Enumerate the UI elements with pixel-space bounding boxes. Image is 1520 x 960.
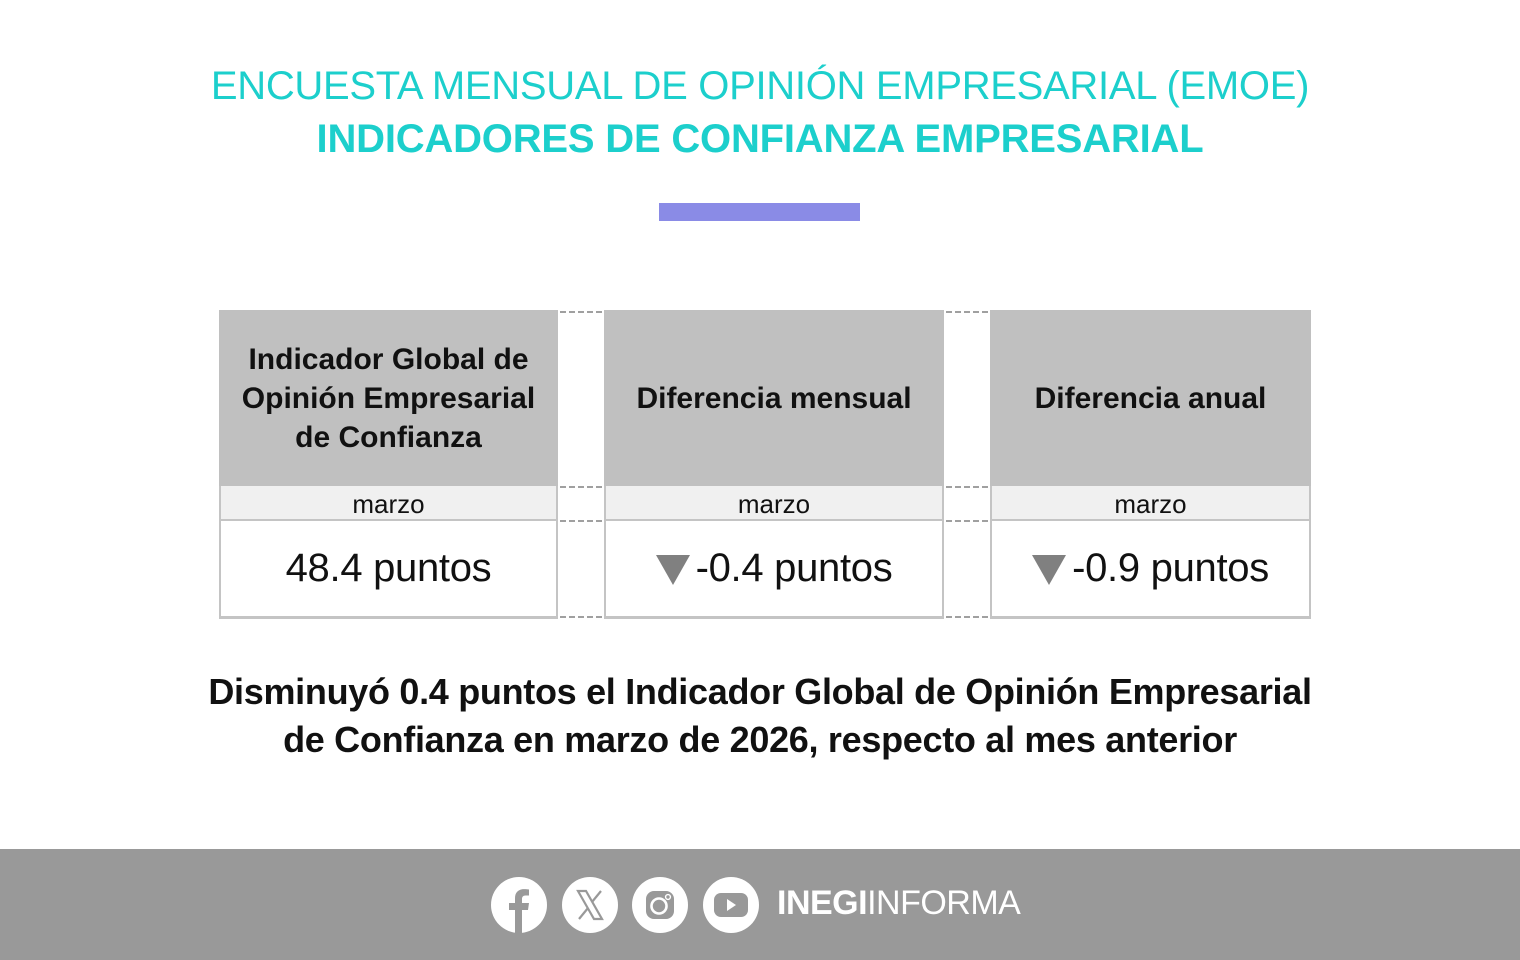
- column-month: marzo: [990, 486, 1311, 521]
- summary-line-1: Disminuyó 0.4 puntos el Indicador Global…: [208, 671, 1312, 712]
- page-subtitle: INDICADORES DE CONFIANZA EMPRESARIAL: [316, 117, 1204, 161]
- page-title: ENCUESTA MENSUAL DE OPINIÓN EMPRESARIAL …: [210, 64, 1310, 108]
- summary-line-2: de Confianza en marzo de 2026, respecto …: [283, 719, 1237, 760]
- column-header: Diferencia anual: [990, 310, 1311, 486]
- value-text: -0.9 puntos: [1072, 546, 1269, 590]
- brand-regular: INFORMA: [867, 884, 1021, 922]
- column-value: -0.9 puntos: [990, 521, 1311, 619]
- accent-bar: [659, 203, 860, 221]
- down-triangle-icon: [1032, 554, 1067, 585]
- column-spacer: [558, 310, 604, 619]
- column-value: 48.4 puntos: [219, 521, 558, 619]
- column-header: Diferencia mensual: [604, 310, 944, 486]
- column-spacer: [944, 310, 990, 619]
- footer-bar: [0, 849, 1520, 960]
- column-value: -0.4 puntos: [604, 521, 944, 619]
- value-text: -0.4 puntos: [695, 546, 893, 590]
- column-header: Indicador Global de Opinión Empresarial …: [219, 310, 558, 486]
- x-icon[interactable]: [562, 877, 618, 933]
- column-diferencia-mensual: Diferencia mensual marzo -0.4 puntos: [604, 310, 944, 619]
- value-text: 48.4 puntos: [285, 546, 492, 590]
- brand-bold: INEGI: [777, 884, 868, 922]
- column-indicador-global: Indicador Global de Opinión Empresarial …: [219, 310, 558, 619]
- instagram-icon[interactable]: [632, 877, 688, 933]
- column-diferencia-anual: Diferencia anual marzo -0.9 puntos: [990, 310, 1311, 619]
- inegi-informa-brand[interactable]: INEGIINFORMA: [777, 883, 1021, 923]
- column-month: marzo: [604, 486, 944, 521]
- indicators-table: Indicador Global de Opinión Empresarial …: [219, 310, 1311, 619]
- summary-text: Disminuyó 0.4 puntos el Indicador Global…: [0, 668, 1520, 764]
- column-month: marzo: [219, 486, 558, 521]
- youtube-icon[interactable]: [703, 877, 759, 933]
- facebook-icon[interactable]: [491, 877, 547, 933]
- down-triangle-icon: [655, 554, 690, 585]
